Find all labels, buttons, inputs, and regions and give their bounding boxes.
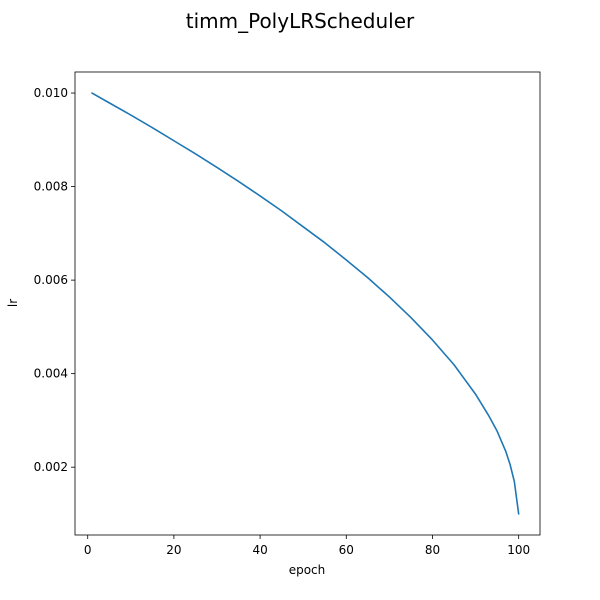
y-tick-label: 0.008	[34, 180, 68, 194]
chart-title: timm_PolyLRScheduler	[186, 9, 415, 33]
plot-area	[74, 71, 541, 536]
y-tick-label: 0.006	[34, 273, 68, 287]
y-axis-label: lr	[6, 299, 20, 307]
x-tick-label: 60	[339, 543, 354, 557]
x-tick-label: 0	[84, 543, 92, 557]
x-tick-label: 40	[252, 543, 267, 557]
series-line	[91, 92, 520, 515]
x-tick-label: 100	[507, 543, 530, 557]
plot-frame	[74, 71, 541, 536]
axis-ticks: 0 20 40 60 80 100 0.002 0.004 0.006 0.008 0.010	[34, 86, 530, 557]
x-tick-label: 80	[425, 543, 440, 557]
y-tick-label: 0.004	[34, 367, 68, 381]
x-axis-label: epoch	[289, 563, 326, 577]
series-layer	[91, 92, 520, 515]
y-tick-label: 0.010	[34, 86, 68, 100]
x-tick-label: 20	[166, 543, 181, 557]
y-tick-label: 0.002	[34, 460, 68, 474]
